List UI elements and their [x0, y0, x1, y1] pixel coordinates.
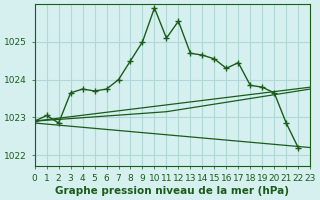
X-axis label: Graphe pression niveau de la mer (hPa): Graphe pression niveau de la mer (hPa)	[55, 186, 289, 196]
